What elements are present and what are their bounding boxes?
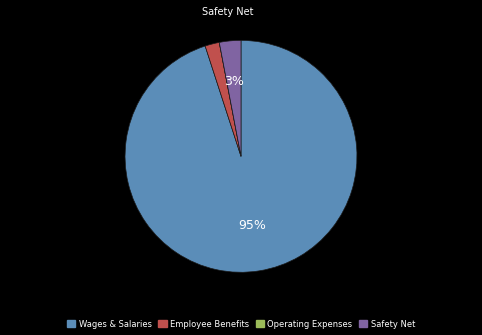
Wedge shape — [219, 43, 241, 156]
Wedge shape — [125, 40, 357, 272]
Text: 3%: 3% — [224, 75, 244, 88]
Text: Safety Net: Safety Net — [201, 7, 253, 17]
Wedge shape — [219, 40, 241, 156]
Legend: Wages & Salaries, Employee Benefits, Operating Expenses, Safety Net: Wages & Salaries, Employee Benefits, Ope… — [64, 316, 418, 332]
Text: 95%: 95% — [238, 218, 266, 231]
Wedge shape — [205, 43, 241, 156]
